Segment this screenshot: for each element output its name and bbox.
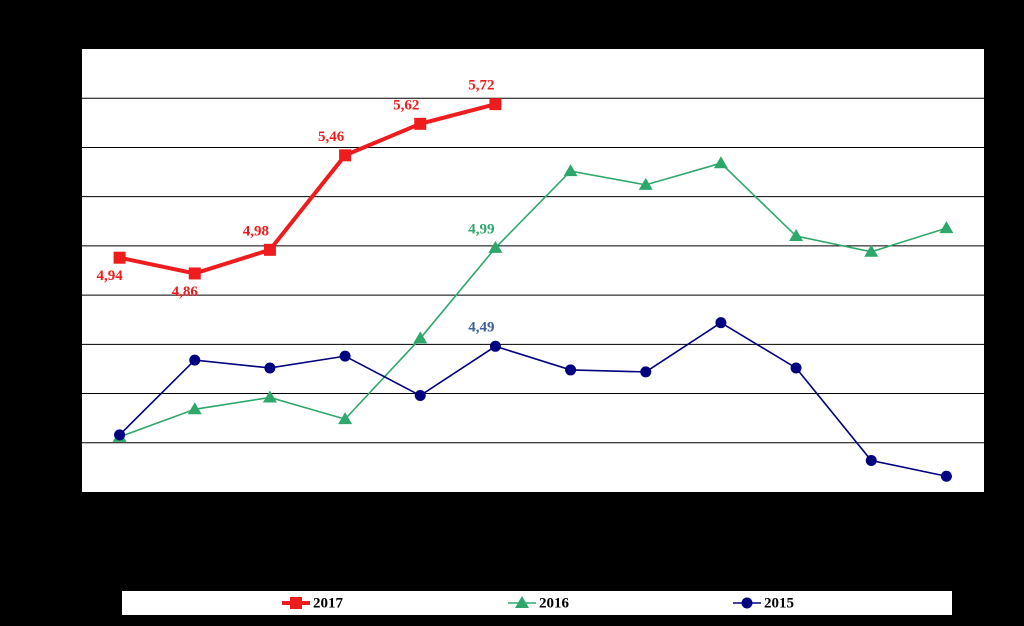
marker (864, 244, 879, 257)
data-label: 5,72 (468, 78, 494, 94)
marker (638, 177, 653, 190)
marker (413, 331, 428, 344)
marker (939, 221, 954, 234)
marker (940, 470, 952, 482)
marker (789, 229, 804, 242)
data-label: 4,99 (468, 221, 494, 237)
marker (262, 390, 277, 403)
series-line (119, 102, 496, 276)
series-line (119, 321, 947, 478)
marker (489, 340, 501, 352)
marker (790, 362, 802, 374)
marker (290, 597, 302, 609)
marker (640, 366, 652, 378)
marker (113, 251, 126, 264)
marker (565, 364, 577, 376)
marker (715, 317, 727, 329)
marker (865, 454, 877, 466)
legend-box (122, 591, 952, 615)
plot-area (82, 49, 984, 492)
data-label: 4,86 (172, 284, 199, 300)
marker (338, 412, 353, 425)
marker (339, 149, 352, 162)
marker (187, 402, 202, 415)
marker (414, 117, 427, 130)
marker (414, 390, 426, 402)
legend-label: 2017 (313, 595, 344, 611)
data-label: 5,46 (318, 129, 345, 145)
marker (515, 596, 529, 608)
marker (189, 354, 201, 366)
marker (263, 243, 276, 256)
legend-label: 2015 (764, 595, 794, 611)
data-label: 4,98 (243, 223, 269, 239)
data-label: 5,62 (393, 97, 419, 113)
marker (264, 362, 276, 374)
marker (489, 98, 502, 111)
marker (188, 267, 201, 280)
marker (488, 240, 503, 253)
marker (713, 156, 728, 169)
marker (563, 164, 578, 177)
marker (339, 350, 351, 362)
data-label: 4,49 (468, 320, 494, 336)
marker (114, 429, 126, 441)
marker (741, 597, 753, 609)
data-label: 4,94 (96, 268, 123, 284)
series-line (119, 162, 947, 438)
legend-label: 2016 (539, 595, 570, 611)
